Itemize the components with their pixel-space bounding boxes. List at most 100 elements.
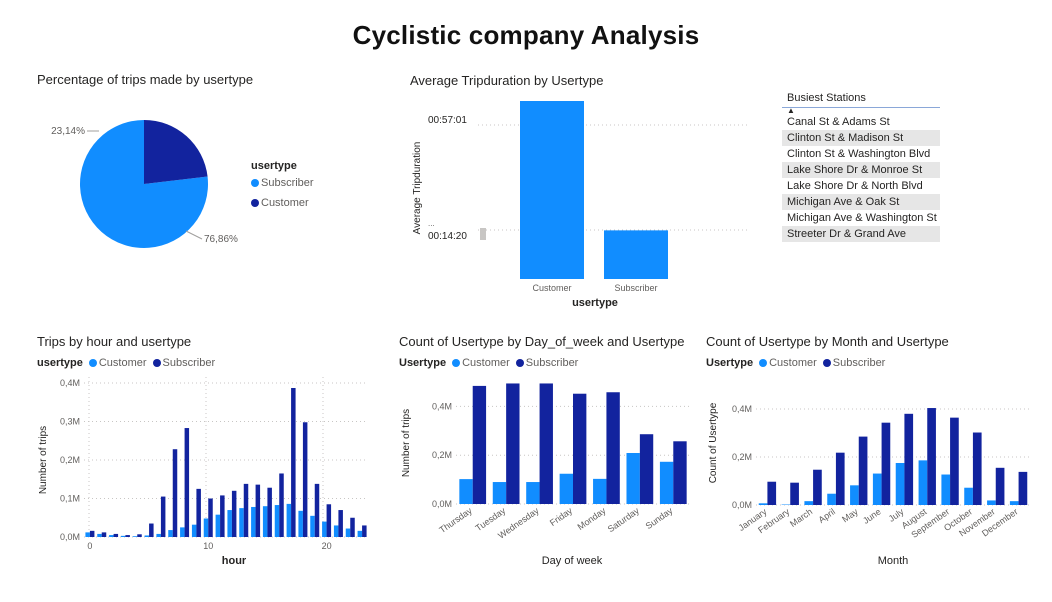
avg-duration-axis-ellipsis: ... (428, 219, 435, 228)
pie-legend-item-subscriber[interactable]: Subscriber (251, 177, 314, 189)
hourly-chart-panel[interactable]: Trips by hour and usertype usertype Cust… (0, 0, 395, 602)
monthly-ylabel: Count of Usertype (708, 402, 719, 483)
pie-legend-title: usertype (251, 160, 297, 172)
weekday-g-ytick: 0,2M (432, 450, 452, 460)
avg-duration-scrollbar[interactable] (480, 228, 486, 240)
hourly-g-bar-customer (132, 536, 138, 537)
weekday-legend-subscriber[interactable]: Subscriber (515, 357, 578, 369)
hourly-legend-label-subscriber: Subscriber (162, 357, 216, 369)
pie-legend-item-customer[interactable]: Customer (251, 197, 314, 209)
hourly-g-bar-customer (191, 524, 197, 537)
weekday-g-bar-subscriber (472, 385, 487, 504)
monthly-g-xtick: September (909, 506, 951, 539)
hourly-chart[interactable]: 0,0M 0,1M 0,2M 0,3M 0,4M 0 10 20 Number of trip… (0, 0, 395, 602)
avg-xtick-subscriber: Subscriber (614, 283, 657, 293)
weekday-g-bar-subscriber (639, 434, 654, 504)
hourly-g-bar-subscriber (231, 490, 237, 537)
hourly-g-bar-subscriber (137, 534, 142, 537)
slicer-list: Canal St & Adams St Clinton St & Madison … (782, 114, 940, 242)
pie-chart[interactable]: 76,86% 23,14% (0, 0, 380, 300)
monthly-g-bar-subscriber (767, 481, 777, 505)
monthly-legend: Usertype Customer Subscriber (706, 357, 885, 369)
slicer-item[interactable]: Clinton St & Madison St (782, 130, 940, 146)
weekday-chart-panel[interactable]: Count of Usertype by Day_of_week and Use… (0, 0, 700, 602)
dashboard-title: Cyclistic company Analysis (352, 20, 700, 50)
hourly-g-bar-customer (322, 521, 327, 537)
hourly-legend: usertype Customer Subscriber (37, 357, 215, 369)
monthly-g-bar-subscriber (904, 413, 914, 505)
hourly-g-bar-customer (262, 506, 268, 537)
monthly-g-bar-customer (1009, 501, 1019, 505)
monthly-g-bar-customer (964, 487, 973, 505)
monthly-legend-label-subscriber: Subscriber (832, 357, 886, 369)
monthly-g-bar-subscriber (790, 482, 799, 505)
weekday-g-ytick: 0,0M (432, 499, 452, 509)
hourly-legend-customer[interactable]: Customer (88, 357, 147, 369)
monthly-g-xtick: January (737, 506, 769, 533)
weekday-g-bar-subscriber (506, 383, 520, 504)
customer-swatch (251, 199, 259, 208)
slicer-item[interactable]: Michigan Ave & Oak St (782, 194, 940, 210)
hourly-g-bar-customer (203, 518, 209, 537)
slicer-item[interactable]: Streeter Dr & Grand Ave (782, 226, 940, 242)
avg-duration-ytick-top: 00:57:01 (428, 115, 467, 126)
monthly-g-xtick: May (840, 506, 860, 524)
weekday-g-bar-subscriber (539, 383, 553, 504)
slicer-item[interactable]: Clinton St & Washington Blvd (787, 148, 931, 160)
hourly-g-bar-subscriber (160, 496, 166, 537)
avg-duration-title: Average Tripduration by Usertype (410, 73, 604, 88)
hourly-g-bar-customer (97, 533, 102, 537)
avg-duration-xlabel: usertype (572, 297, 618, 309)
subscriber-swatch (822, 359, 831, 367)
hourly-legend-subscriber[interactable]: Subscriber (152, 357, 216, 369)
busiest-stations-slicer[interactable]: Busiest Stations ▲ Canal St & Adams St Cl… (782, 92, 940, 242)
hourly-g-bar-customer (227, 510, 232, 537)
monthly-g-xtick: November (957, 506, 997, 538)
weekday-legend-title: Usertype (399, 357, 447, 369)
hourly-g-bar-subscriber (89, 530, 95, 537)
hourly-ylabel: Number of trips (38, 426, 49, 494)
pie-chart-title: Percentage of trips made by usertype (37, 72, 254, 87)
hourly-g-ytick: 0,3M (60, 417, 80, 427)
weekday-g-ytick: 0,4M (432, 401, 452, 411)
slicer-item[interactable]: Canal St & Adams St (787, 116, 890, 128)
hourly-g-bar-subscriber (113, 533, 119, 537)
weekday-g-bar-customer (659, 461, 674, 504)
hourly-legend-title: usertype (37, 357, 83, 369)
weekday-g-bar-customer (559, 473, 573, 504)
sort-caret-icon[interactable]: ▲ (787, 106, 795, 115)
monthly-g-ytick: 0,0M (732, 500, 752, 510)
monthly-xlabel: Month (878, 555, 909, 567)
hourly-g-bar-customer (109, 535, 114, 537)
monthly-g-bar-subscriber (881, 422, 891, 505)
hourly-g-ytick: 0,2M (60, 455, 80, 465)
avg-xtick-customer: Customer (532, 283, 571, 293)
slicer-item[interactable]: Lake Shore Dr & North Blvd (787, 180, 923, 192)
monthly-g-ytick: 0,2M (732, 452, 752, 462)
monthly-g-bar-customer (918, 460, 928, 505)
weekday-legend-customer[interactable]: Customer (452, 357, 510, 369)
slicer-item[interactable]: Lake Shore Dr & Monroe St (782, 162, 940, 178)
weekday-legend-label-customer: Customer (462, 357, 510, 369)
weekday-g-bar-customer (626, 453, 640, 504)
monthly-legend-subscriber[interactable]: Subscriber (822, 357, 886, 369)
monthly-g-bar-subscriber (995, 467, 1005, 505)
hourly-g-bar-customer (144, 535, 150, 537)
hourly-g-bar-customer (215, 514, 221, 537)
slicer-item[interactable]: Michigan Ave & Washington St (787, 212, 937, 224)
avg-duration-chart[interactable]: Customer Subscriber Average Tripduration … (0, 0, 760, 320)
pie-chart-panel[interactable]: Percentage of trips made by usertype 76,… (0, 0, 380, 300)
monthly-g-bar-customer (758, 503, 768, 505)
avg-duration-panel[interactable]: Average Tripduration by Usertype Custome… (0, 0, 760, 320)
pie-legend: usertype Subscriber Customer (251, 160, 314, 209)
monthly-g-xtick: August (900, 506, 929, 531)
monthly-g-xtick: April (817, 506, 837, 525)
hourly-xtick: 20 (322, 541, 332, 551)
hourly-xtick: 10 (203, 541, 213, 551)
monthly-g-bar-customer (827, 493, 836, 505)
monthly-g-bar-customer (850, 485, 859, 505)
monthly-legend-customer[interactable]: Customer (759, 357, 817, 369)
